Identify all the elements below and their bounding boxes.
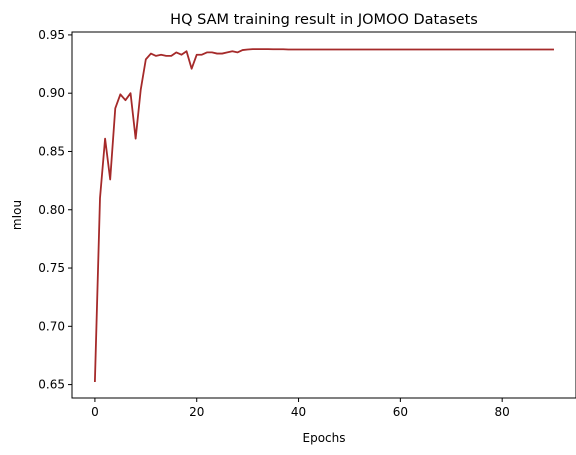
x-axis: 0 20 40 60 80: [91, 398, 510, 419]
x-tick-label: 60: [393, 405, 408, 419]
y-tick-label: 0.65: [38, 378, 65, 392]
y-tick-label: 0.90: [38, 86, 65, 100]
y-tick-label: 0.70: [38, 319, 65, 333]
series-group: [93, 48, 554, 383]
y-tick-label: 0.80: [38, 203, 65, 217]
y-axis: 0.65 0.70 0.75 0.80 0.85 0.90 0.95: [38, 28, 72, 392]
chart-title: HQ SAM training result in JOMOO Datasets: [170, 12, 478, 28]
y-tick-label: 0.75: [38, 261, 65, 275]
x-tick-label: 0: [91, 405, 99, 419]
x-tick-label: 40: [291, 405, 306, 419]
plot-area: [72, 32, 576, 398]
x-axis-title: Epochs: [303, 431, 346, 445]
y-axis-title: mIou: [10, 200, 24, 230]
x-tick-label: 20: [189, 405, 204, 419]
series-line: [93, 48, 554, 383]
x-tick-label: 80: [495, 405, 510, 419]
plot-frame: [71, 31, 576, 399]
y-tick-label: 0.85: [38, 144, 65, 158]
y-tick-label: 0.95: [38, 28, 65, 42]
